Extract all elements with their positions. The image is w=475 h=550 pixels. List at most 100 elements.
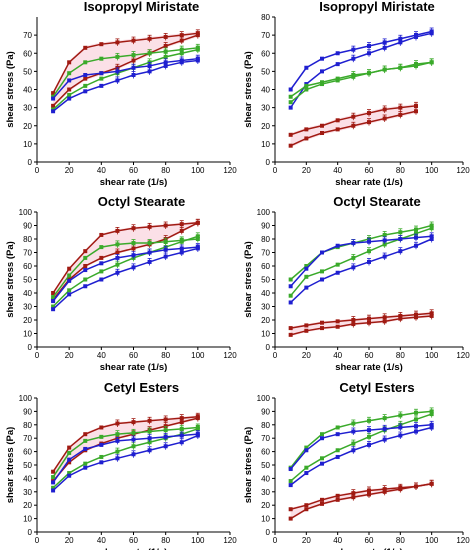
x-tick-label: 60 [365, 536, 374, 545]
data-point [67, 78, 72, 83]
data-point [320, 501, 324, 506]
data-point [288, 507, 293, 512]
data-point [131, 253, 136, 258]
data-point [414, 484, 418, 489]
data-point [320, 80, 324, 85]
data-point [304, 127, 309, 132]
data-point [320, 131, 324, 135]
data-point [179, 239, 184, 244]
x-tick-label: 80 [396, 166, 405, 175]
data-point [179, 426, 184, 431]
x-axis-label: shear rate (1/s) [335, 362, 403, 373]
data-point [179, 440, 184, 445]
data-point [67, 71, 72, 76]
data-point [414, 62, 418, 67]
data-point [163, 428, 168, 433]
data-point [131, 452, 136, 457]
data-point [99, 269, 104, 274]
x-tick-label: 20 [302, 351, 311, 360]
data-point [147, 241, 152, 246]
data-point [304, 266, 309, 271]
data-point [288, 277, 293, 282]
y-tick-label: 70 [23, 434, 32, 443]
x-tick-label: 40 [97, 166, 106, 175]
x-axis-label: shear rate (1/s) [335, 177, 403, 188]
series-line [52, 59, 198, 112]
data-point [99, 255, 104, 260]
y-tick-label: 10 [261, 140, 270, 149]
x-tick-label: 0 [273, 536, 278, 545]
data-point [51, 103, 56, 108]
data-point [320, 320, 324, 325]
x-tick-label: 120 [223, 536, 237, 545]
data-point [288, 94, 293, 99]
data-point [147, 429, 152, 434]
data-point [367, 442, 371, 447]
y-tick-label: 80 [261, 421, 270, 430]
y-tick-label: 60 [23, 262, 32, 271]
data-point [179, 246, 184, 251]
y-tick-label: 0 [266, 343, 271, 352]
data-point [51, 299, 56, 304]
data-point [398, 249, 403, 254]
data-point [335, 51, 340, 56]
data-point [288, 100, 293, 105]
chart-panel-3: Octyl Stearate 0 20 40 60 80 100 120 0 10 20 30 40 50… [5, 194, 237, 373]
y-tick-label: 20 [23, 316, 32, 325]
y-axis-label: shear stress (Pa) [5, 241, 16, 318]
data-point [99, 454, 104, 459]
y-tick-label: 70 [261, 434, 270, 443]
data-point [179, 433, 184, 438]
data-point [335, 425, 340, 430]
data-point [304, 83, 309, 88]
y-tick-label: 70 [261, 31, 270, 40]
y-tick-label: 40 [23, 474, 32, 483]
data-point [351, 56, 356, 61]
data-point [83, 73, 88, 77]
data-point [147, 69, 152, 74]
data-point [382, 242, 387, 247]
data-point [335, 118, 340, 123]
x-tick-label: 120 [456, 166, 470, 175]
data-point [67, 445, 72, 450]
x-tick-label: 60 [365, 351, 374, 360]
x-tick-label: 40 [333, 351, 342, 360]
data-point [335, 454, 340, 459]
data-point [288, 467, 293, 472]
x-tick-label: 80 [161, 351, 170, 360]
x-tick-label: 60 [129, 351, 138, 360]
data-point [398, 105, 403, 110]
data-point [147, 418, 152, 423]
data-point [335, 497, 340, 502]
y-tick-label: 100 [19, 208, 33, 217]
data-point [163, 54, 168, 59]
y-tick-label: 20 [23, 501, 32, 510]
data-point [304, 274, 309, 279]
x-tick-label: 60 [129, 536, 138, 545]
chart-title: Cetyl Esters [339, 380, 414, 395]
data-point [335, 432, 340, 437]
x-tick-label: 120 [456, 351, 470, 360]
data-point [304, 264, 309, 268]
y-tick-label: 0 [28, 528, 33, 537]
data-point [351, 491, 356, 496]
y-tick-label: 80 [261, 235, 270, 244]
data-point [67, 273, 72, 278]
series-line [52, 34, 199, 107]
series-line [290, 227, 432, 297]
series-line [290, 224, 432, 281]
series-line [290, 235, 432, 287]
data-point [367, 71, 371, 76]
series-line [52, 433, 198, 483]
data-point [51, 295, 56, 300]
y-tick-label: 40 [261, 86, 270, 95]
data-point [320, 269, 324, 274]
y-tick-label: 20 [261, 316, 270, 325]
data-point [83, 432, 88, 437]
data-point [320, 461, 324, 466]
data-point [367, 120, 371, 125]
y-axis-label: shear stress (Pa) [5, 51, 16, 128]
data-point [83, 255, 88, 260]
data-point [99, 42, 104, 47]
data-point [83, 461, 88, 466]
